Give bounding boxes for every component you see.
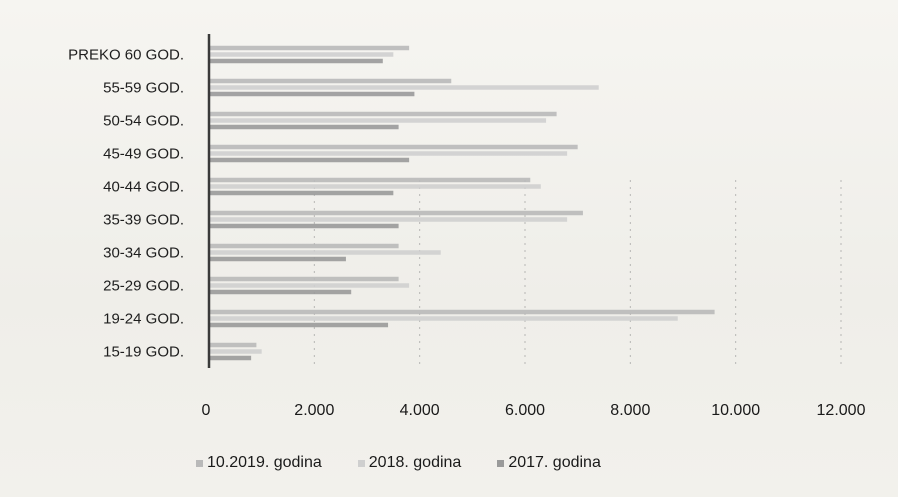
- bar-2-7: [210, 250, 441, 255]
- bar-2-3: [210, 118, 547, 123]
- legend-swatch-series-2: [357, 459, 365, 467]
- bar-1-4: [210, 144, 578, 150]
- bar-2-5: [210, 184, 541, 189]
- category-label-5: 40-44 GOD.: [103, 179, 184, 196]
- bar-3-10: [210, 355, 252, 361]
- bar-1-1: [210, 45, 410, 51]
- category-label-10: 15-19 GOD.: [103, 344, 184, 361]
- legend-item-series-1: 10.2019. godina: [196, 454, 322, 472]
- bar-1-8: [210, 276, 399, 282]
- bar-3-7: [210, 256, 346, 262]
- bar-1-2: [210, 78, 452, 84]
- chart-legend: 10.2019. godina 2018. godina 2017. godin…: [196, 454, 756, 472]
- bar-1-7: [210, 243, 399, 249]
- bar-2-8: [210, 283, 410, 288]
- bar-3-6: [210, 223, 399, 229]
- x-tick-label-6: 10.000: [711, 402, 760, 419]
- bar-3-9: [210, 322, 389, 328]
- bar-2-9: [210, 316, 678, 321]
- legend-label-series-1: 10.2019. godina: [207, 454, 322, 471]
- bar-2-10: [210, 349, 262, 354]
- legend-label-series-2: 2018. godina: [368, 454, 462, 471]
- bar-2-6: [210, 217, 568, 222]
- bar-3-1: [210, 58, 383, 64]
- bar-1-6: [210, 210, 583, 216]
- x-tick-label-2: 2.000: [294, 402, 334, 419]
- category-label-7: 30-34 GOD.: [103, 245, 184, 262]
- x-tick-label-4: 6.000: [505, 402, 545, 419]
- bar-3-4: [210, 157, 410, 163]
- x-tick-label-5: 8.000: [610, 402, 650, 419]
- legend-item-series-3: 2017. godina: [497, 454, 601, 472]
- bar-3-2: [210, 91, 415, 97]
- bar-1-10: [210, 342, 257, 348]
- x-tick-label-3: 4.000: [400, 402, 440, 419]
- category-label-1: PREKO 60 GOD.: [68, 47, 184, 64]
- legend-swatch-series-3: [497, 459, 505, 467]
- bar-1-9: [210, 309, 715, 315]
- bar-1-3: [210, 111, 557, 117]
- legend-label-series-3: 2017. godina: [508, 454, 601, 471]
- x-tick-label-1: 0: [202, 402, 211, 419]
- bar-3-8: [210, 289, 352, 295]
- legend-item-series-2: 2018. godina: [357, 454, 462, 472]
- category-label-6: 35-39 GOD.: [103, 212, 184, 229]
- category-label-4: 45-49 GOD.: [103, 146, 184, 163]
- bar-2-1: [210, 52, 394, 57]
- category-label-8: 25-29 GOD.: [103, 278, 184, 295]
- bar-2-2: [210, 85, 599, 90]
- x-tick-label-7: 12.000: [817, 402, 866, 419]
- bar-1-5: [210, 177, 531, 183]
- category-label-2: 55-59 GOD.: [103, 80, 184, 97]
- bar-2-4: [210, 151, 568, 156]
- legend-swatch-series-1: [196, 459, 203, 467]
- bar-3-5: [210, 190, 394, 196]
- bar-3-3: [210, 124, 399, 130]
- category-label-9: 19-24 GOD.: [103, 311, 184, 328]
- category-label-3: 50-54 GOD.: [103, 113, 184, 130]
